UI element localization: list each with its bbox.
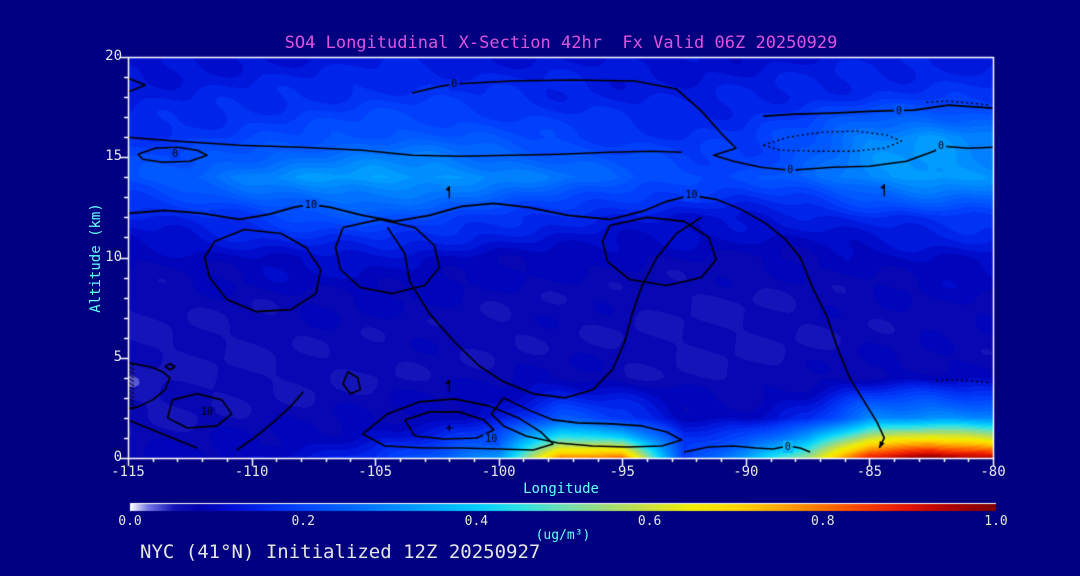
- x-tick--90: -90: [733, 464, 759, 480]
- colorbar-tick-1.0: 1.0: [984, 514, 1008, 529]
- colorbar-tick-0.0: 0.0: [118, 514, 142, 529]
- y-tick-10: 10: [105, 248, 122, 265]
- y-tick-5: 5: [113, 348, 122, 365]
- x-tick--85: -85: [856, 464, 883, 480]
- colorbar-tick-0.8: 0.8: [811, 514, 835, 529]
- x-tick--95: -95: [609, 464, 635, 480]
- x-tick--110: -110: [234, 464, 269, 480]
- x-tick--100: -100: [481, 464, 516, 480]
- station-info-text: NYC (41°N) Initialized 12Z 20250927: [140, 541, 541, 563]
- colorbar-tick-0.4: 0.4: [464, 514, 489, 529]
- x-tick--115: -115: [111, 464, 145, 480]
- y-tick-20: 20: [105, 48, 122, 64]
- x-axis-label: Longitude: [523, 481, 599, 497]
- plot-title: SO4 Longitudinal X-Section 42hr Fx Valid…: [284, 33, 838, 53]
- x-tick--80: -80: [980, 464, 1006, 480]
- colorbar-tick-0.2: 0.2: [291, 514, 315, 529]
- y-tick-15: 15: [105, 148, 122, 165]
- colorbar-tick-0.6: 0.6: [637, 514, 662, 529]
- x-tick--105: -105: [358, 464, 392, 480]
- y-tick-0: 0: [113, 449, 122, 465]
- colorbar-units-label: (ug/m³): [535, 528, 591, 543]
